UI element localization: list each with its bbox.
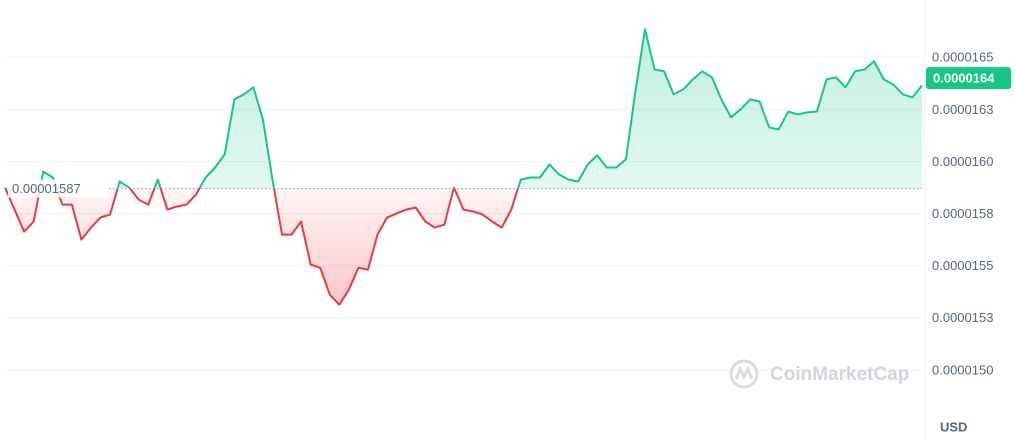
- y-tick-label: 0.0000165: [932, 50, 993, 65]
- y-tick-label: 0.0000163: [932, 102, 993, 117]
- y-tick-label: 0.0000158: [932, 206, 993, 221]
- y-tick-label: 0.0000155: [932, 258, 993, 273]
- y-tick-label: 0.0000153: [932, 310, 993, 325]
- y-tick-label: 0.0000160: [932, 154, 993, 169]
- watermark: CoinMarketCap: [770, 364, 909, 385]
- unit-label: USD: [940, 419, 967, 434]
- price-line: [4, 28, 923, 306]
- current-price-label: 0.0000164: [933, 71, 995, 86]
- area-fill: [5, 29, 922, 305]
- baseline-label-bg: [8, 179, 108, 198]
- watermark-logo: [729, 359, 759, 389]
- y-tick-label: 0.0000150: [932, 362, 993, 377]
- baseline-label: 0.00001587: [12, 181, 81, 196]
- current-price-tag: [926, 67, 1011, 90]
